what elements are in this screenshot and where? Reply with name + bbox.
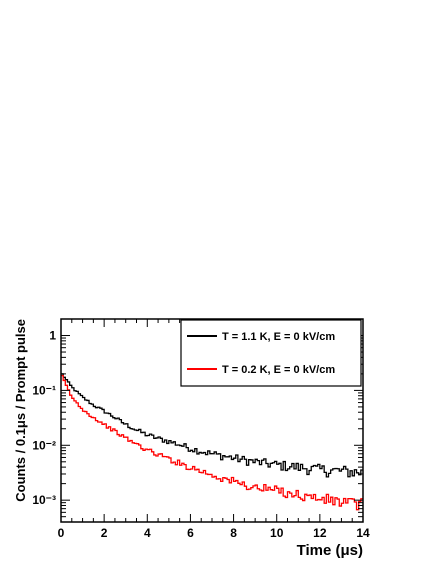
legend-box (180, 319, 362, 387)
legend-label-1-1k: T = 1.1 K, E = 0 kV/cm (222, 331, 335, 343)
series-line-0 (61, 373, 363, 478)
y-axis-title: Counts / 0.1μs / Prompt pulse (13, 319, 28, 502)
x-tick-label: 12 (313, 526, 327, 540)
x-tick-label: 6 (187, 526, 194, 540)
x-tick-label: 10 (270, 526, 284, 540)
x-tick-label: 0 (58, 526, 65, 540)
x-tick-label: 2 (101, 526, 108, 540)
x-tick-label: 14 (356, 526, 370, 540)
legend-label-0-2k: T = 0.2 K, E = 0 kV/cm (222, 364, 335, 376)
y-axis: 10⁻³ 10⁻² 10⁻¹ 1 (32, 318, 363, 523)
x-tick-label: 4 (144, 526, 151, 540)
legend: T = 1.1 K, E = 0 kV/cm T = 0.2 K, E = 0 … (180, 319, 362, 387)
y-tick-label: 10⁻¹ (32, 383, 56, 397)
y-tick-label: 10⁻² (32, 438, 56, 452)
x-axis-title: Time (μs) (297, 542, 363, 559)
x-tick-label: 8 (230, 526, 237, 540)
series-line-1 (61, 374, 363, 511)
y-tick-label: 1 (49, 329, 56, 343)
y-tick-label: 10⁻³ (32, 493, 56, 507)
